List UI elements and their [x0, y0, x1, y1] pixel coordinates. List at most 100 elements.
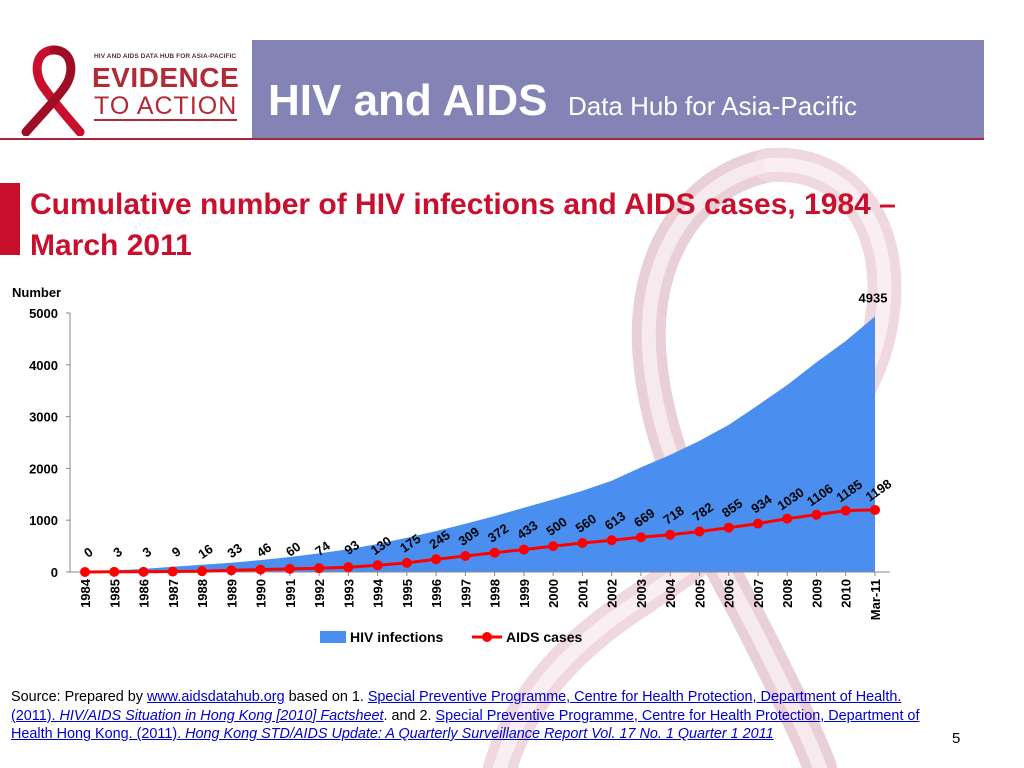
- aids-cases-line: [84, 508, 876, 574]
- aids-cases-marker: [665, 529, 676, 540]
- x-tick-label: 1998: [488, 579, 503, 608]
- x-tick-label: 2007: [751, 579, 766, 608]
- source-link-update-text: Special Preventive Programme, Centre for…: [11, 707, 920, 743]
- x-tick-label: 2004: [663, 578, 678, 608]
- aids-cases-marker: [255, 564, 266, 575]
- x-tick-label: 1991: [283, 579, 298, 608]
- aids-cases-marker: [431, 554, 442, 565]
- aids-cases-marker: [811, 509, 822, 520]
- x-tick-label: Mar-11: [868, 579, 883, 620]
- chart-legend: HIV infections AIDS cases: [320, 629, 582, 645]
- aids-cases-marker: [782, 513, 793, 524]
- hiv-infections-area: [85, 316, 875, 572]
- source-citation: Source: Prepared by www.aidsdatahub.org …: [11, 688, 941, 744]
- area-layer: [85, 316, 875, 572]
- aids-cases-marker: [138, 566, 149, 577]
- legend-aids-marker: [482, 632, 492, 642]
- y-tick-label: 1000: [29, 513, 58, 528]
- page-number: 5: [952, 730, 961, 747]
- x-tick-label: 1995: [400, 579, 415, 608]
- x-tick-label: 1990: [254, 579, 269, 608]
- x-tick-label: 1992: [312, 579, 327, 608]
- logo[interactable]: HIV AND AIDS DATA HUB FOR ASIA-PACIFIC E…: [0, 40, 252, 138]
- hiv-infections-data-label: 4935: [859, 290, 888, 305]
- aids-cases-marker: [401, 557, 412, 568]
- source-prefix: Source: Prepared by: [11, 689, 147, 705]
- aids-cases-marker: [752, 518, 763, 529]
- x-tick-label: 1986: [137, 579, 152, 608]
- logo-wordmark-evidence: EVIDENCE: [92, 62, 240, 93]
- aids-cases-marker: [372, 560, 383, 571]
- source-link-factsheet[interactable]: Special Preventive Programme, Centre for…: [11, 689, 901, 724]
- source-link-update-title: Hong Kong STD/AIDS Update: A Quarterly S…: [185, 726, 774, 742]
- aids-cases-marker: [548, 541, 559, 552]
- source-mid1: based on 1.: [284, 689, 368, 705]
- legend-aids-label: AIDS cases: [506, 629, 582, 645]
- aids-cases-data-label: 9: [169, 544, 184, 560]
- x-tick-label: 2003: [634, 579, 649, 608]
- aids-cases-marker: [343, 562, 354, 573]
- y-tick-label: 3000: [29, 410, 58, 425]
- aids-cases-data-label: 3: [110, 544, 125, 560]
- x-tick-label: 2005: [692, 579, 707, 608]
- aids-cases-marker: [723, 522, 734, 533]
- aids-cases-marker: [870, 504, 880, 515]
- source-link-update[interactable]: Special Preventive Programme, Centre for…: [11, 708, 919, 743]
- aids-cases-data-label: 3: [140, 544, 155, 560]
- x-tick-label: 1984: [78, 578, 93, 608]
- x-tick-label: 1994: [371, 578, 386, 608]
- source-link-factsheet-text: Special Preventive Programme, Centre for…: [11, 689, 902, 724]
- aids-cases-marker: [694, 526, 705, 537]
- aids-cases-data-label: 93: [342, 537, 362, 558]
- aids-cases-marker: [284, 563, 295, 574]
- aids-cases-data-label: 60: [283, 539, 303, 560]
- x-tick-label: 2001: [575, 579, 590, 608]
- x-tick-label: 1985: [107, 579, 122, 608]
- aids-cases-marker: [840, 505, 851, 516]
- aids-cases-data-label: 16: [195, 541, 215, 562]
- x-tick-label: 2010: [839, 579, 854, 608]
- line-layer: [80, 504, 880, 577]
- aids-cases-marker: [606, 535, 617, 546]
- x-tick-label: 2006: [722, 579, 737, 608]
- x-tick-label: 1993: [341, 579, 356, 608]
- aids-cases-marker: [226, 565, 237, 576]
- aids-cases-marker: [314, 563, 325, 574]
- x-tick-label: 2000: [546, 579, 561, 608]
- aids-cases-marker: [109, 566, 120, 577]
- source-link-aidsdatahub[interactable]: www.aidsdatahub.org: [147, 689, 285, 705]
- header-title-sub: Data Hub for Asia-Pacific: [567, 91, 857, 121]
- y-axis-label: Number: [12, 285, 61, 300]
- logo-wordmark-to-action: TO ACTION: [94, 92, 238, 121]
- cumulative-hiv-aids-chart: 0 1000 2000 3000 4000 5000 Number 1984 1985 1986 1…: [12, 285, 894, 645]
- header-banner: HIV AND AIDS DATA HUB FOR ASIA-PACIFIC E…: [0, 40, 984, 140]
- aids-cases-marker: [80, 567, 90, 577]
- x-tick-label: 1996: [429, 579, 444, 608]
- aids-cases-marker: [197, 566, 208, 577]
- header-title-main: HIV and AIDS: [268, 76, 548, 125]
- y-tick-label: 2000: [29, 461, 58, 476]
- x-tick-label: 1987: [166, 579, 181, 608]
- slide-title: Cumulative number of HIV infections and …: [30, 188, 896, 262]
- logo-tagline: HIV AND AIDS DATA HUB FOR ASIA-PACIFIC: [94, 53, 237, 60]
- y-tick-label: 5000: [29, 306, 58, 321]
- x-tick-label: 1988: [195, 579, 210, 608]
- aids-cases-marker: [635, 532, 646, 543]
- legend-hiv-swatch: [320, 631, 346, 643]
- source-link-factsheet-title: HIV/AIDS Situation in Hong Kong [2010] F…: [59, 707, 384, 724]
- x-tick-label: 2009: [809, 579, 824, 608]
- x-tick-label: 2008: [780, 579, 795, 608]
- x-tick-label: 1989: [224, 579, 239, 608]
- aids-cases-data-label: 0: [81, 544, 96, 560]
- aids-cases-marker: [577, 537, 588, 548]
- aids-cases-marker: [460, 550, 471, 561]
- y-tick-label: 4000: [29, 358, 58, 373]
- red-ribbon-icon: [21, 45, 85, 136]
- aids-cases-marker: [167, 566, 178, 577]
- aids-cases-marker: [518, 544, 529, 555]
- title-accent-bar: [0, 183, 20, 255]
- aids-cases-data-label: 46: [254, 540, 274, 561]
- source-mid2: . and 2.: [383, 707, 436, 724]
- legend-hiv-label: HIV infections: [350, 629, 444, 645]
- aids-cases-marker: [489, 547, 500, 558]
